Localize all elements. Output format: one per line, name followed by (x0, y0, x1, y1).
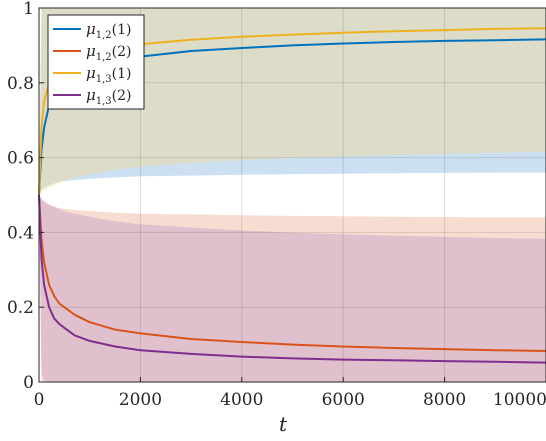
confidence-bands (39, 8, 546, 382)
series-line-4 (38, 194, 546, 364)
y-tick-label-2: 0.4 (7, 223, 34, 243)
legend-label-3: μ1,3(1) (86, 64, 132, 85)
grid-lines (39, 8, 546, 382)
x-tick-label-5: 10000 (493, 390, 546, 410)
y-tick-label-0: 0 (23, 373, 34, 393)
legend-label-2: μ1,2(2) (86, 42, 132, 63)
x-tick-label-4: 8000 (423, 390, 466, 410)
y-tick-label-1: 0.2 (7, 298, 34, 318)
x-tick-label-2: 4000 (220, 390, 263, 410)
plot-frame (38, 7, 546, 383)
y-tick-label-4: 0.8 (7, 74, 34, 94)
x-axis-label: t (279, 412, 288, 436)
legend-label-1: μ1,2(1) (86, 20, 132, 41)
legend-box (47, 14, 145, 110)
x-tick-label-3: 6000 (322, 390, 365, 410)
axis-ticks: 0 2000 4000 6000 8000 10000 0 0.2 0.4 0.6 0.8 1 (7, 0, 546, 410)
x-tick-label-1: 2000 (119, 390, 162, 410)
x-tick-label-0: 0 (34, 390, 45, 410)
legend-label-4: μ1,3(2) (86, 86, 132, 107)
legend: μ1,2(1)μ1,2(2)μ1,3(1)μ1,3(2) (47, 14, 145, 110)
y-tick-label-3: 0.6 (7, 149, 34, 169)
series-line-2 (38, 194, 546, 352)
y-tick-label-5: 1 (23, 0, 34, 19)
